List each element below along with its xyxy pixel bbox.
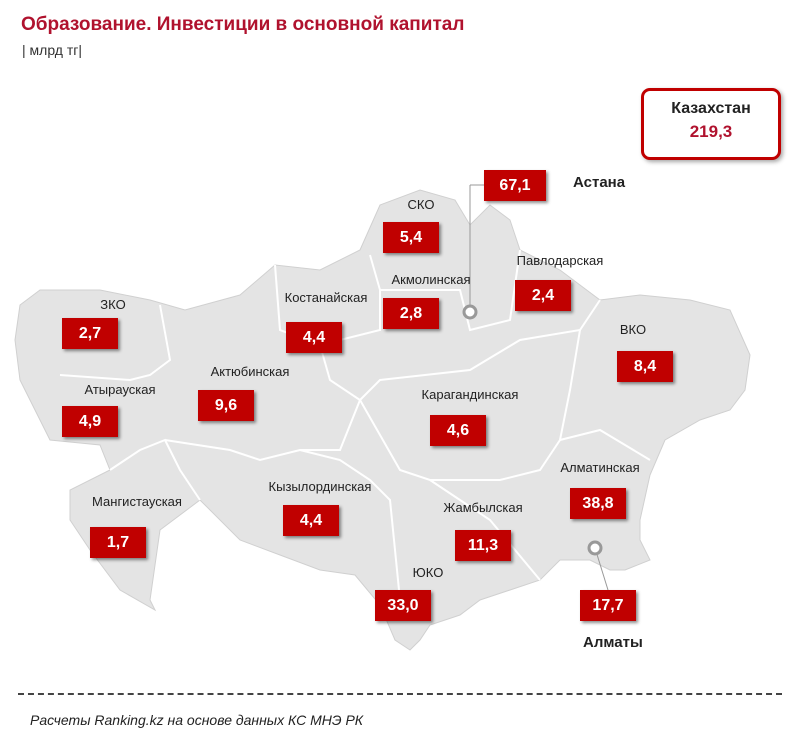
city-label: Астана bbox=[573, 174, 626, 191]
country-shape bbox=[14, 189, 751, 651]
region-value: 2,4 bbox=[515, 280, 571, 311]
region-value: 4,4 bbox=[283, 505, 339, 536]
region-label: Павлодарская bbox=[516, 253, 604, 268]
region-value: 4,4 bbox=[286, 322, 342, 353]
region-label: Мангистауская bbox=[92, 494, 182, 509]
region-label: ВКО bbox=[619, 322, 647, 337]
region-label: ЮКО bbox=[412, 565, 444, 580]
region-value: 4,6 bbox=[430, 415, 486, 446]
region-value: 2,8 bbox=[383, 298, 439, 329]
astana-marker bbox=[462, 304, 478, 320]
region-label: Алматинская bbox=[560, 460, 640, 475]
total-value: 219,3 bbox=[689, 122, 733, 141]
region-label: Кызылординская bbox=[268, 479, 372, 494]
region-value: 67,1 bbox=[484, 170, 546, 201]
region-label: Актюбинская bbox=[210, 364, 290, 379]
region-borders bbox=[59, 249, 651, 601]
region-value: 4,9 bbox=[62, 406, 118, 437]
source-note: Расчеты Ranking.kz на основе данных КС М… bbox=[30, 712, 364, 728]
region-value: 11,3 bbox=[455, 530, 511, 561]
region-value: 1,7 bbox=[90, 527, 146, 558]
region-label: СКО bbox=[407, 197, 435, 212]
region-label: Костанайская bbox=[284, 290, 368, 305]
region-value: 17,7 bbox=[580, 590, 636, 621]
region-value: 38,8 bbox=[570, 488, 626, 519]
region-label: ЗКО bbox=[100, 297, 126, 312]
page-title: Образование. Инвестиции в основной капит… bbox=[21, 14, 465, 35]
region-label: Акмолинская bbox=[391, 272, 471, 287]
region-value: 2,7 bbox=[62, 318, 118, 349]
total-box: Казахстан 219,3 bbox=[641, 88, 781, 160]
region-label: Карагандинская bbox=[421, 387, 519, 402]
almaty-marker bbox=[587, 540, 603, 556]
region-value: 5,4 bbox=[383, 222, 439, 253]
region-value: 8,4 bbox=[617, 351, 673, 382]
region-label: Атырауская bbox=[84, 382, 156, 397]
region-label: Жамбылская bbox=[443, 500, 523, 515]
region-value: 33,0 bbox=[375, 590, 431, 621]
city-label: Алматы bbox=[583, 634, 643, 651]
divider bbox=[18, 693, 782, 695]
unit-label: | млрд тг| bbox=[22, 42, 82, 58]
region-value: 9,6 bbox=[198, 390, 254, 421]
total-name: Казахстан bbox=[671, 100, 751, 117]
